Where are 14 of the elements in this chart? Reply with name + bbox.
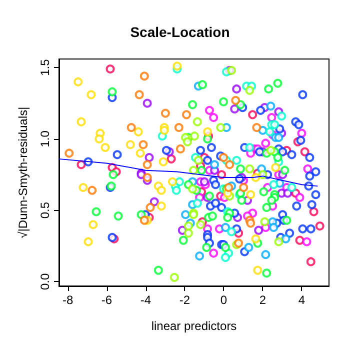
x-tick-label: -2: [179, 293, 190, 307]
x-tick-label: -8: [62, 293, 74, 307]
y-axis-title: √|Dunn-Smyth-residuals|: [16, 106, 30, 238]
x-tick-label: 0: [220, 293, 228, 307]
x-tick-label: 2: [259, 293, 266, 307]
chart-title: Scale-Location: [130, 24, 230, 40]
x-tick-label: -4: [140, 293, 152, 307]
x-axis-title: linear predictors: [151, 319, 237, 333]
y-tick-label: 1.0: [38, 130, 52, 148]
x-tick-label: 4: [298, 293, 306, 307]
x-tick-label: -6: [101, 293, 112, 307]
y-tick-label: 0.5: [38, 202, 52, 219]
y-tick-label: 1.5: [38, 58, 52, 76]
y-tick-label: 0.0: [38, 273, 52, 290]
